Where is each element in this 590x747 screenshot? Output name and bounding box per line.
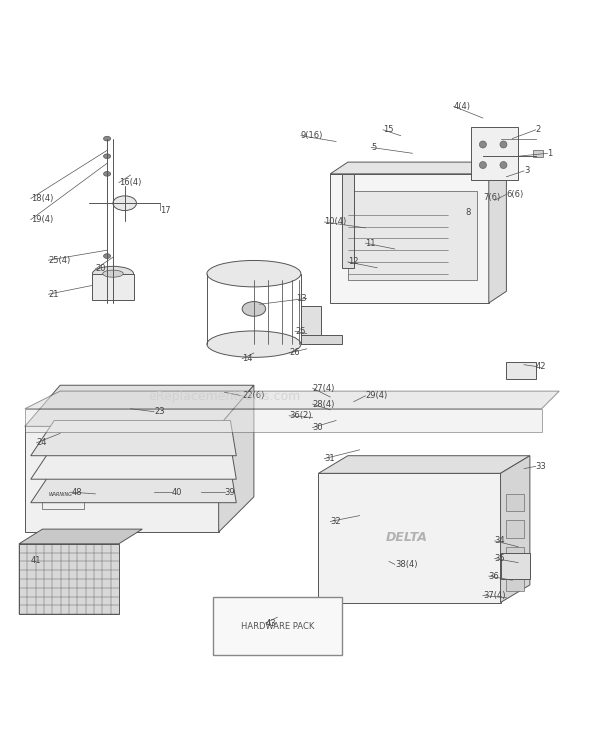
Polygon shape <box>500 456 530 603</box>
Bar <box>506 362 536 379</box>
Polygon shape <box>31 421 236 456</box>
Ellipse shape <box>104 136 110 141</box>
Bar <box>19 544 119 614</box>
Text: 27(4): 27(4) <box>313 384 335 393</box>
Text: DELTA: DELTA <box>386 531 428 545</box>
Polygon shape <box>25 409 542 433</box>
Bar <box>506 494 524 512</box>
Text: 16(4): 16(4) <box>119 178 141 187</box>
Ellipse shape <box>242 302 266 316</box>
Text: 12: 12 <box>348 258 358 267</box>
Text: 18(4): 18(4) <box>31 194 53 203</box>
Bar <box>500 553 530 579</box>
Bar <box>471 127 518 180</box>
Text: 24: 24 <box>37 438 47 447</box>
Ellipse shape <box>104 254 110 258</box>
Text: 42: 42 <box>536 362 546 371</box>
Ellipse shape <box>104 172 110 176</box>
Ellipse shape <box>207 261 301 287</box>
Bar <box>342 174 354 268</box>
Text: 25(4): 25(4) <box>48 255 71 264</box>
Bar <box>506 521 524 538</box>
Text: 32: 32 <box>330 517 341 526</box>
Text: HARDWARE PACK: HARDWARE PACK <box>241 622 314 630</box>
Text: 3: 3 <box>524 167 529 176</box>
Polygon shape <box>31 468 236 503</box>
Text: 19(4): 19(4) <box>31 215 53 224</box>
Circle shape <box>480 161 486 169</box>
Text: 5: 5 <box>371 143 376 152</box>
Text: 8: 8 <box>466 208 471 217</box>
Text: 20: 20 <box>96 264 106 273</box>
Text: WARNING: WARNING <box>48 492 72 497</box>
Text: eReplacementParts.com: eReplacementParts.com <box>149 391 301 403</box>
Bar <box>301 335 342 344</box>
Bar <box>213 597 342 655</box>
Text: 4(4): 4(4) <box>454 102 471 111</box>
Polygon shape <box>489 162 506 303</box>
Bar <box>330 174 489 303</box>
Bar <box>301 306 322 344</box>
Text: 25: 25 <box>295 326 306 335</box>
Text: 26: 26 <box>289 348 300 358</box>
Text: 38(4): 38(4) <box>395 560 417 569</box>
Text: 7(6): 7(6) <box>483 193 500 202</box>
Bar <box>348 191 477 279</box>
Text: 36: 36 <box>489 571 500 580</box>
Text: 21: 21 <box>48 290 59 299</box>
Polygon shape <box>330 162 506 174</box>
Text: 35: 35 <box>494 554 505 563</box>
Polygon shape <box>319 456 530 474</box>
Ellipse shape <box>113 196 136 211</box>
Text: 17: 17 <box>160 205 171 214</box>
Text: 29(4): 29(4) <box>365 391 388 400</box>
Ellipse shape <box>207 331 301 357</box>
Text: 1: 1 <box>548 149 553 158</box>
Text: 39: 39 <box>225 488 235 497</box>
Bar <box>42 485 84 509</box>
Text: 2: 2 <box>536 125 541 134</box>
Circle shape <box>500 141 507 148</box>
Text: 33: 33 <box>536 462 546 471</box>
Bar <box>319 474 500 603</box>
Ellipse shape <box>104 154 110 158</box>
Text: 34: 34 <box>494 536 505 545</box>
Ellipse shape <box>93 267 133 281</box>
Text: 28(4): 28(4) <box>313 400 335 409</box>
Text: 22(6): 22(6) <box>242 391 264 400</box>
Text: 13: 13 <box>296 294 307 303</box>
Text: 40: 40 <box>172 488 182 497</box>
Bar <box>25 427 219 532</box>
Polygon shape <box>219 385 254 532</box>
Text: 23: 23 <box>154 407 165 416</box>
Polygon shape <box>25 385 254 427</box>
Circle shape <box>500 161 507 169</box>
Text: 41: 41 <box>31 556 41 565</box>
Text: 37(4): 37(4) <box>483 591 506 600</box>
Text: 31: 31 <box>324 454 335 463</box>
Text: 11: 11 <box>365 238 376 248</box>
Text: 6(6): 6(6) <box>506 190 524 199</box>
Bar <box>506 547 524 564</box>
Polygon shape <box>31 444 236 479</box>
Bar <box>506 573 524 591</box>
Circle shape <box>480 141 486 148</box>
Polygon shape <box>19 529 142 544</box>
Ellipse shape <box>103 270 123 277</box>
Text: 10(4): 10(4) <box>324 217 346 226</box>
Bar <box>533 150 543 158</box>
Text: 15: 15 <box>383 125 394 134</box>
Text: 48: 48 <box>72 488 83 497</box>
Text: 36(2): 36(2) <box>289 412 312 421</box>
Bar <box>93 273 133 300</box>
Polygon shape <box>25 391 559 409</box>
Text: 43: 43 <box>266 619 276 627</box>
Text: 14: 14 <box>242 354 253 363</box>
Text: 30: 30 <box>313 423 323 432</box>
Text: 9(16): 9(16) <box>301 131 323 140</box>
